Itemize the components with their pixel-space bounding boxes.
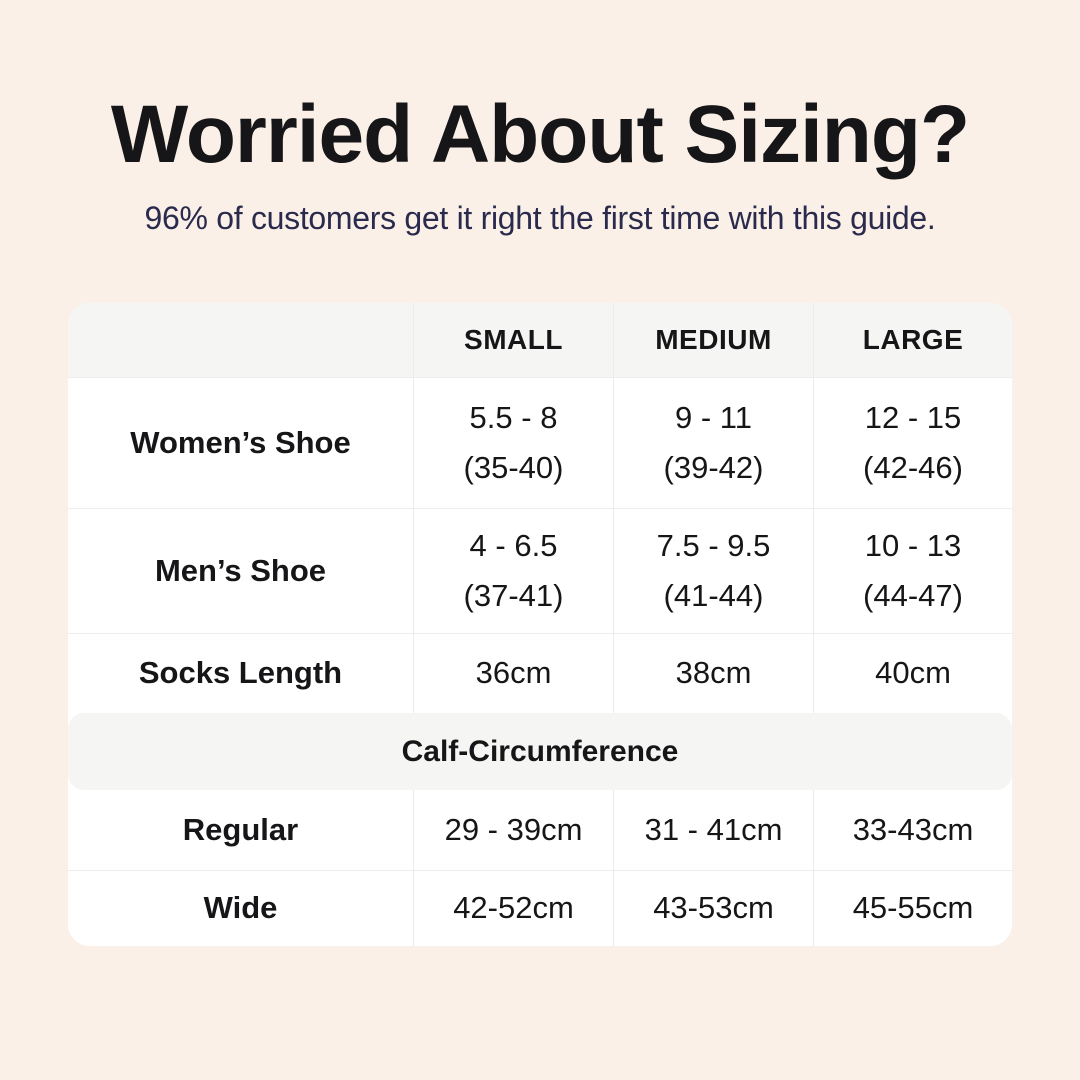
cell-regular-medium: 31 - 41cm <box>613 790 813 871</box>
table-row-womens-shoe: Women’s Shoe 5.5 - 8 (35-40) 9 - 11 (39-… <box>68 378 1012 509</box>
cell-line-2: (35-40) <box>463 450 564 486</box>
cell-line-2: (39-42) <box>663 450 764 486</box>
cell-wide-medium: 43-53cm <box>613 871 813 947</box>
table-row-wide: Wide 42-52cm 43-53cm 45-55cm <box>68 870 1012 947</box>
cell-line-2: (42-46) <box>863 450 963 486</box>
column-header-blank <box>68 303 413 377</box>
column-header-small: SMALL <box>413 303 613 378</box>
cell-line-2: (44-47) <box>863 578 963 614</box>
row-label-socks-length: Socks Length <box>138 655 343 691</box>
cell-wide-small: 42-52cm <box>413 871 613 947</box>
page-title: Worried About Sizing? <box>110 89 970 180</box>
cell-womens-small: 5.5 - 8 (35-40) <box>413 378 613 509</box>
cell-regular-large: 33-43cm <box>813 790 1012 871</box>
cell-wide-large: 45-55cm <box>813 871 1012 947</box>
column-header-large: LARGE <box>813 303 1012 378</box>
row-label-womens-shoe: Women’s Shoe <box>130 424 351 460</box>
cell-regular-small: 29 - 39cm <box>413 790 613 871</box>
cell-womens-large: 12 - 15 (42-46) <box>813 378 1012 509</box>
cell-mens-large: 10 - 13 (44-47) <box>813 509 1012 634</box>
cell-womens-medium: 9 - 11 (39-42) <box>613 378 813 509</box>
table-row-socks-length: Socks Length 36cm 38cm 40cm <box>68 633 1012 714</box>
cell-line-1: 10 - 13 <box>864 527 962 563</box>
table-row-regular: Regular 29 - 39cm 31 - 41cm 33-43cm <box>68 790 1012 871</box>
cell-line-1: 12 - 15 <box>864 399 962 435</box>
hero-section: Worried About Sizing? 96% of customers g… <box>0 0 1080 237</box>
cell-mens-medium: 7.5 - 9.5 (41-44) <box>613 509 813 634</box>
table-header-row: SMALL MEDIUM LARGE <box>68 303 1012 379</box>
cell-line-1: 7.5 - 9.5 <box>656 527 771 563</box>
cell-line-1: 9 - 11 <box>675 399 752 435</box>
row-label-wide: Wide <box>203 890 278 926</box>
cell-socks-small: 36cm <box>413 634 613 714</box>
table-row-mens-shoe: Men’s Shoe 4 - 6.5 (37-41) 7.5 - 9.5 (41… <box>68 508 1012 634</box>
calf-circumference-section-header: Calf-Circumference <box>68 713 1012 791</box>
cell-mens-small: 4 - 6.5 (37-41) <box>413 509 613 634</box>
cell-line-2: (37-41) <box>463 578 564 614</box>
cell-line-1: 5.5 - 8 <box>469 399 558 435</box>
page-subtitle: 96% of customers get it right the first … <box>144 200 936 237</box>
cell-line-2: (41-44) <box>663 578 764 614</box>
cell-line-1: 4 - 6.5 <box>469 527 558 563</box>
column-header-medium: MEDIUM <box>613 303 813 378</box>
sizing-table: SMALL MEDIUM LARGE Women’s Shoe 5.5 - 8 … <box>68 303 1012 947</box>
cell-socks-large: 40cm <box>813 634 1012 714</box>
row-label-mens-shoe: Men’s Shoe <box>154 552 327 588</box>
row-label-regular: Regular <box>182 811 299 847</box>
cell-socks-medium: 38cm <box>613 634 813 714</box>
